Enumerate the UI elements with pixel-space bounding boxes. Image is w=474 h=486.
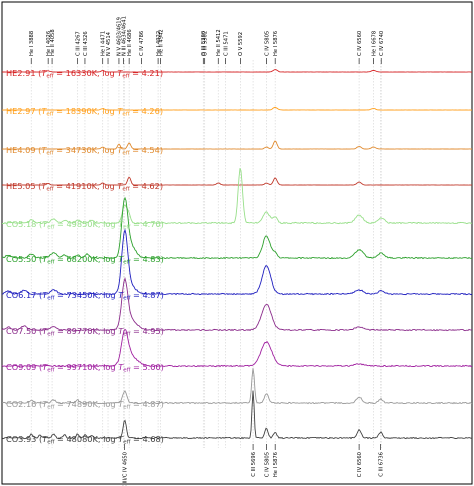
top-line-label: N III 4634/4641 bbox=[121, 16, 127, 56]
top-line-label: He I 4922 bbox=[156, 31, 162, 56]
series-label: HE4.09 (Teff = 34730K, log Teff = 4.54) bbox=[6, 145, 163, 157]
top-line-label: O V 5592 bbox=[238, 32, 244, 56]
series-label: CO3.93 (Teff = 48080K, log Teff = 4.68) bbox=[6, 434, 164, 446]
top-line-label: C III 4326 bbox=[83, 31, 89, 56]
spectrum-line bbox=[2, 368, 473, 405]
top-line-label: He I 5876 bbox=[273, 31, 279, 56]
top-line-label: C IV 6560 bbox=[357, 31, 363, 56]
series-label: CO6.17 (Teff = 73450K, log Teff = 4.87) bbox=[6, 290, 164, 302]
top-line-label: He I 4471 bbox=[101, 31, 107, 56]
top-line-label: C III 5471 bbox=[223, 31, 229, 56]
spectrum-line bbox=[1, 228, 473, 296]
series-label: HE2.91 (Teff = 16330K, log Teff = 4.21) bbox=[6, 68, 163, 80]
spectrum-line bbox=[1, 176, 473, 186]
top-line-label: He II 5412 bbox=[216, 29, 222, 56]
bottom-line-label: C IV 5805 bbox=[264, 452, 270, 477]
series-label: HE2.97 (Teff = 18390K, log Teff = 4.26) bbox=[6, 106, 163, 118]
series-label: CO2.16 (Teff = 74890K, log Teff = 4.87) bbox=[6, 399, 164, 411]
top-line-label: C III 4267 bbox=[76, 31, 82, 56]
series-label: CO9.09 (Teff = 99710K, log Teff = 5.00) bbox=[6, 362, 164, 374]
spectra-series bbox=[1, 69, 473, 440]
top-line-label: N V 4603/4619 bbox=[117, 17, 123, 56]
spectrum-line bbox=[1, 328, 472, 368]
top-line-label: N V 4514 bbox=[106, 31, 112, 56]
top-line-label: O III 5290 bbox=[201, 31, 207, 56]
series-label: CO5.18 (Teff = 49850K, log Teff = 4.70) bbox=[6, 219, 164, 231]
spectrum-line bbox=[1, 168, 473, 225]
bottom-line-label: He I 5876 bbox=[273, 452, 279, 477]
bottom-line-label: C III 6736 bbox=[378, 452, 384, 477]
top-line-label: He II 4058 bbox=[50, 29, 56, 56]
top-line-label: C IV 5805 bbox=[264, 31, 270, 56]
series-label: HE5.05 (Teff = 41910K, log Teff = 4.62) bbox=[6, 181, 163, 193]
top-line-label: He II 4942 bbox=[158, 29, 164, 56]
bottom-line-label: C IV 6560 bbox=[357, 452, 363, 477]
spectrum-line bbox=[1, 390, 473, 440]
bottom-line-label: C III/C IV 4650 bbox=[123, 452, 129, 486]
spectrum-line bbox=[1, 140, 473, 150]
series-labels: HE2.91 (Teff = 16330K, log Teff = 4.21) H… bbox=[6, 68, 164, 446]
top-line-label: O III 5302 bbox=[203, 31, 209, 56]
top-line-label: C IV 4786 bbox=[139, 31, 145, 56]
series-label: CO7.50 (Teff = 89770K, log Teff = 4.95) bbox=[6, 326, 164, 338]
spectrum-line bbox=[2, 106, 472, 111]
bottom-line-label: C III 5696 bbox=[251, 452, 257, 477]
top-line-label: He I 3888 bbox=[29, 31, 35, 56]
bottom-line-labels: C III/C IV 4650 C III 5696 C IV 5805 He I 5… bbox=[123, 444, 384, 486]
spectrum-line bbox=[1, 277, 473, 332]
top-line-label: He I 6678 bbox=[371, 31, 377, 56]
series-label: CO5.50 (Teff = 68200K, log Teff = 4.83) bbox=[6, 254, 164, 266]
top-line-label: He II 4686 bbox=[127, 29, 133, 56]
spectrum-line bbox=[1, 196, 473, 260]
spectrum-line bbox=[1, 69, 472, 73]
top-line-label: C IV 6740 bbox=[379, 31, 385, 56]
top-line-label: He I 4026 bbox=[46, 31, 52, 56]
